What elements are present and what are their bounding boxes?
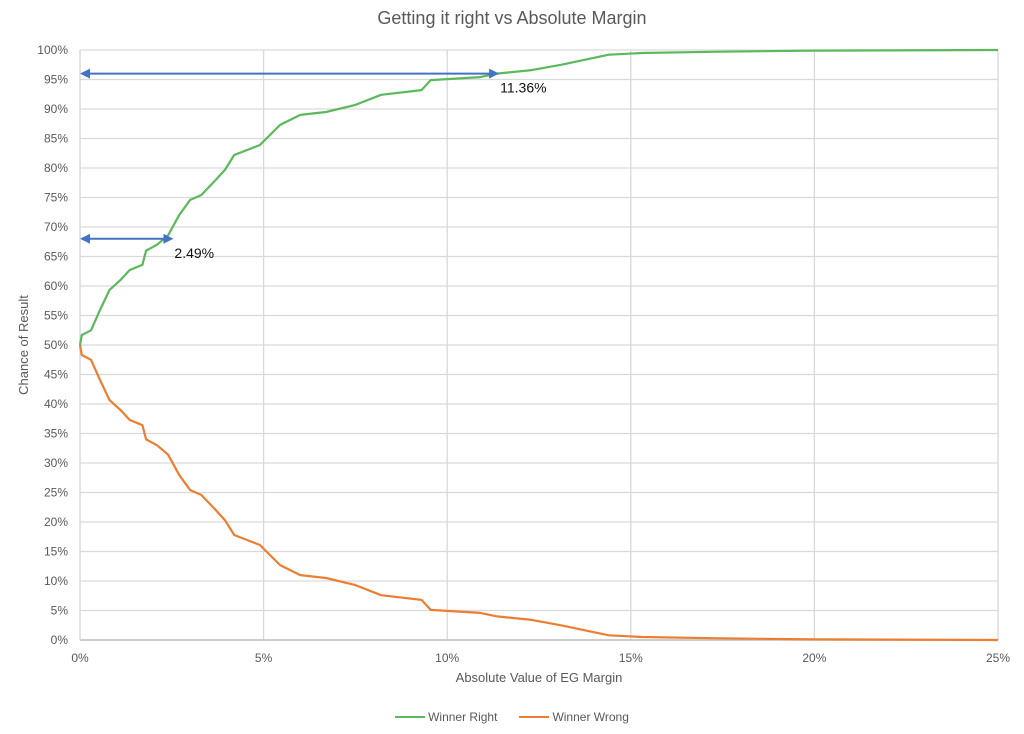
y-tick-label: 25% [44,486,68,500]
x-tick-label: 5% [255,651,273,665]
chart-title: Getting it right vs Absolute Margin [377,8,647,28]
x-tick-label: 25% [986,651,1010,665]
y-tick-label: 0% [51,633,69,647]
y-axis-ticks: 0% 5% 10% 15% 20% 25% 30% 35% 40% 45% 50% 55% 60% 65%… [37,43,68,647]
y-tick-label: 85% [44,132,68,146]
y-tick-label: 100% [37,43,68,57]
y-tick-label: 90% [44,102,68,116]
y-tick-label: 5% [51,604,69,618]
legend-label: Winner Wrong [552,710,629,724]
chart-legend: Winner Right Winner Wrong [0,710,1024,724]
y-tick-label: 95% [44,73,68,87]
x-tick-label: 0% [71,651,89,665]
series-line-winner-wrong [78,344,999,642]
x-tick-label: 20% [802,651,826,665]
y-tick-label: 40% [44,397,68,411]
legend-item-winner-right: Winner Right [395,710,497,724]
y-tick-label: 80% [44,161,68,175]
legend-item-winner-wrong: Winner Wrong [519,710,629,724]
y-tick-label: 50% [44,338,68,352]
legend-swatch-green-icon [395,716,426,718]
series-line-winner-right [78,48,999,346]
y-tick-label: 35% [44,427,68,441]
annotation-label: 2.49% [174,245,214,261]
y-tick-label: 20% [44,515,68,529]
y-tick-label: 10% [44,574,68,588]
y-tick-label: 75% [44,191,68,205]
data-series [78,48,999,642]
x-axis-title: Absolute Value of EG Margin [456,670,623,685]
x-tick-label: 15% [619,651,643,665]
annotations: 2.49% 11.36% [80,68,547,261]
annotation-label: 11.36% [500,80,546,96]
y-tick-label: 30% [44,456,68,470]
gridlines [79,49,999,641]
legend-label: Winner Right [428,710,498,724]
x-tick-label: 10% [435,651,459,665]
legend-swatch-orange-icon [519,716,550,718]
y-tick-label: 65% [44,250,68,264]
y-tick-label: 70% [44,220,68,234]
x-axis-ticks: 0% 5% 10% 15% 20% 25% [71,651,1010,665]
y-tick-label: 45% [44,368,68,382]
y-axis-title: Chance of Result [16,295,31,395]
y-tick-label: 55% [44,309,68,323]
y-tick-label: 60% [44,279,68,293]
y-tick-label: 15% [44,545,68,559]
